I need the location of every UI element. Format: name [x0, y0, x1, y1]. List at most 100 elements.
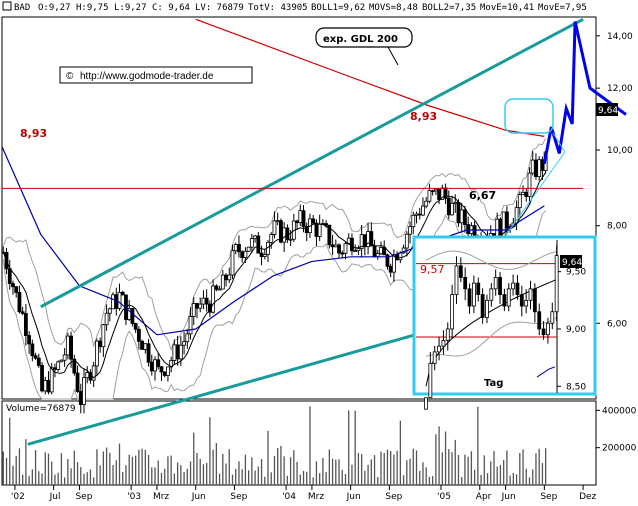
- inset-candle-body: [502, 294, 507, 307]
- candle-body: [327, 224, 332, 246]
- inset-candle-body: [550, 311, 555, 324]
- inset-y-axis: 8,50 9,00 9,50: [557, 268, 586, 392]
- inset-candle-body: [432, 351, 437, 364]
- candle-body: [40, 365, 44, 392]
- candle-body: [314, 222, 319, 237]
- candle-body: [56, 361, 61, 370]
- candle-body: [62, 354, 67, 361]
- inset-candle-body: [485, 299, 489, 318]
- header-item: LV: 76879: [195, 3, 244, 13]
- candle-body: [162, 371, 167, 376]
- candle-body: [140, 340, 145, 350]
- x-tick-label: '05: [437, 492, 451, 502]
- candle-body: [256, 235, 261, 254]
- header-item: C: 9,64: [152, 3, 190, 13]
- x-tick-label: Dez: [579, 492, 596, 502]
- candle-body: [30, 343, 35, 357]
- inset-y-tick-label: 9,50: [566, 268, 586, 278]
- candle-body: [91, 365, 96, 381]
- moving-average-black-line: [2, 172, 547, 379]
- candle-body: [130, 308, 135, 324]
- price-tag-label: 9,64: [598, 106, 618, 116]
- candle-body: [17, 292, 22, 313]
- candle-body: [49, 367, 54, 393]
- inset-candle-body: [467, 288, 472, 307]
- candle-body: [527, 172, 532, 197]
- candle-body: [27, 335, 32, 345]
- header-item: MovE=10,41: [480, 3, 534, 13]
- candle-body: [337, 244, 341, 254]
- y-tick-label: 6,00: [607, 319, 627, 329]
- x-tick-label: Apr: [476, 492, 492, 502]
- candle-body: [166, 366, 170, 376]
- candle-body: [136, 328, 141, 342]
- gdl-callout-box: [315, 27, 413, 48]
- y-axis: 6,00 8,00 10,00 12,00 14,00: [596, 32, 633, 329]
- forecast-path: [542, 21, 627, 165]
- candle-body: [382, 247, 387, 256]
- candle-body: [146, 343, 151, 363]
- channel-upper-line: [40, 17, 584, 309]
- candle-body: [259, 252, 264, 257]
- inset-candle-body: [515, 282, 520, 295]
- candle-body: [275, 220, 280, 223]
- candle-body: [227, 274, 232, 281]
- inset-candle-body: [519, 294, 524, 307]
- candle-body: [343, 243, 348, 254]
- inset-y-tick-label: 9,00: [566, 325, 586, 335]
- candle-body: [78, 391, 83, 405]
- candle-body: [201, 297, 206, 305]
- zoom-highlight: [504, 98, 554, 134]
- candle-body: [453, 201, 458, 204]
- header-item: L:9,27: [114, 3, 147, 13]
- price-tag: [596, 103, 618, 116]
- candle-body: [233, 243, 238, 252]
- candle-body: [356, 248, 361, 252]
- inset-candle-body: [493, 276, 498, 290]
- candle-body: [159, 366, 164, 373]
- candle-body: [333, 244, 338, 248]
- candle-body: [317, 223, 322, 237]
- inset-candlestick-series: [424, 245, 559, 410]
- candle-body: [143, 343, 148, 350]
- header-item: MovE=7,95: [538, 3, 587, 13]
- candle-body: [107, 308, 112, 314]
- candle-body: [282, 227, 287, 243]
- candle-body: [11, 283, 15, 288]
- candle-body: [353, 250, 358, 253]
- candle-body: [133, 323, 138, 330]
- inset-chart: 8,50 9,00 9,50 9,57 Tag 9,64: [412, 235, 597, 410]
- copyright-symbol: ©: [66, 71, 74, 82]
- inset-candle-body: [476, 282, 481, 295]
- candle-body: [243, 250, 248, 258]
- candle-body: [285, 227, 290, 241]
- inset-candle-body: [537, 311, 542, 330]
- candle-body: [185, 333, 190, 343]
- candle-body: [214, 285, 219, 290]
- inset-candle-body: [441, 340, 446, 347]
- candle-body: [450, 203, 454, 216]
- candle-body: [466, 224, 471, 235]
- x-tick-label: Sep: [385, 492, 402, 502]
- candle-body: [369, 231, 374, 247]
- x-tick-label: Sep: [540, 492, 557, 502]
- header-item: O:9,27: [38, 3, 71, 13]
- candle-body: [230, 250, 235, 276]
- header-item: BOLL1=9,62: [311, 3, 365, 13]
- candle-body: [404, 233, 409, 249]
- candle-body: [14, 286, 19, 293]
- candle-body: [295, 220, 299, 224]
- candle-body: [246, 246, 251, 252]
- candle-body: [65, 335, 70, 356]
- x-tick-label: '03: [127, 492, 141, 502]
- inset-candle-body: [450, 294, 455, 330]
- candle-body: [430, 190, 435, 193]
- candle-body: [59, 359, 64, 363]
- candle-body: [350, 237, 354, 252]
- candle-body: [272, 220, 277, 235]
- level-label-low: 6,67: [469, 189, 496, 202]
- candle-body: [249, 238, 254, 248]
- gdl-callout-label: exp. GDL 200: [323, 34, 398, 45]
- candle-body: [330, 244, 335, 248]
